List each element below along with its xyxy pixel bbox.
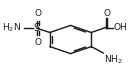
Text: H$_2$N: H$_2$N [2,22,21,34]
Text: O: O [104,9,111,18]
Text: O: O [34,9,41,18]
Text: S: S [34,23,40,33]
Text: O: O [34,38,41,47]
Text: OH: OH [113,23,127,32]
Text: NH$_2$: NH$_2$ [104,54,122,66]
